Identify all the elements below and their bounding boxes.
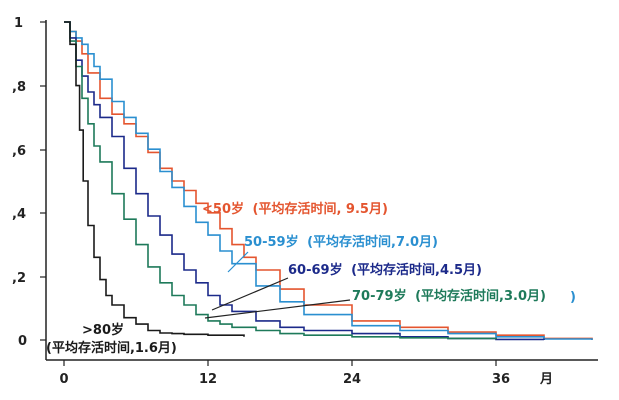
label-60-69: 60-69岁 (平均存活时间,4.5月)	[288, 262, 482, 278]
y-tick-2: ,4	[12, 207, 46, 222]
x-tick-label-2: 24	[343, 372, 361, 387]
label-60-69-main: 60-69岁	[288, 262, 343, 278]
label-over-80-detail: (平均存活时间,1.6月)	[46, 340, 177, 356]
label-50-59-detail: (平均存活时间,7.0月)	[307, 234, 438, 250]
series-line-under-50	[64, 21, 593, 340]
y-tick-label-1: ,2	[12, 271, 26, 286]
label-under-50: <50岁 (平均存活时间, 9.5月)	[202, 201, 388, 217]
stray-parenthesis: )	[570, 290, 576, 305]
series-layer	[64, 21, 593, 341]
leader-line-60-69	[211, 277, 289, 311]
label-over-80-main: >80岁	[82, 322, 124, 338]
label-under-50-detail: (平均存活时间, 9.5月)	[253, 201, 388, 217]
series-line-over-80	[64, 21, 245, 337]
label-70-79: 70-79岁 (平均存活时间,3.0月)	[352, 288, 546, 304]
y-tick-5: 1	[14, 16, 46, 31]
x-tick-label-0: 0	[59, 372, 68, 387]
y-tick-3: ,6	[12, 144, 46, 159]
x-tick-2: 24	[343, 360, 361, 387]
series-line-70-79	[64, 21, 497, 340]
y-tick-0: 0	[18, 334, 46, 349]
label-50-59: 50-59岁 (平均存活时间,7.0月)	[244, 234, 438, 250]
label-50-59-main: 50-59岁	[244, 234, 299, 250]
x-tick-label-1: 12	[199, 372, 217, 387]
leader-line-70-79	[204, 299, 351, 319]
label-under-50-main: <50岁	[202, 201, 244, 217]
y-tick-label-2: ,4	[12, 207, 26, 222]
y-tick-label-3: ,6	[12, 144, 26, 159]
y-tick-label-5: 1	[14, 16, 23, 31]
y-tick-label-4: ,8	[12, 80, 26, 95]
x-tick-label-3: 36	[492, 372, 510, 387]
leader-line-50-59	[227, 251, 249, 273]
label-70-79-detail: (平均存活时间,3.0月)	[415, 288, 546, 304]
x-tick-3: 36	[492, 360, 510, 387]
series-line-50-59	[64, 21, 593, 340]
label-60-69-detail: (平均存活时间,4.5月)	[351, 262, 482, 278]
x-unit-label: 月	[539, 372, 553, 387]
y-tick-1: ,2	[12, 271, 46, 286]
y-tick-4: ,8	[12, 80, 46, 95]
y-tick-label-0: 0	[18, 334, 27, 349]
series-line-60-69	[64, 21, 545, 341]
x-tick-0: 0	[59, 360, 69, 387]
label-70-79-main: 70-79岁	[352, 288, 407, 304]
x-tick-1: 12	[199, 360, 217, 387]
